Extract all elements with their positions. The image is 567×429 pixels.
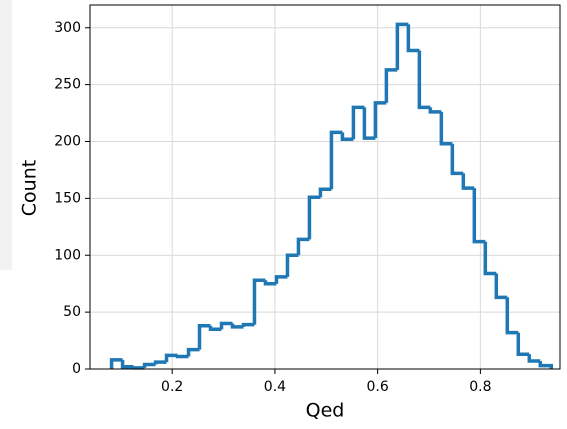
histogram-step — [472, 188, 486, 244]
y-tick-label: 50 — [63, 304, 81, 320]
x-tick-label: 0.4 — [264, 379, 286, 395]
histogram-step — [329, 130, 343, 190]
histogram-step — [483, 241, 497, 276]
y-tick-label: 0 — [72, 361, 81, 377]
histogram-step — [428, 107, 442, 114]
x-tick-label: 0.8 — [469, 379, 491, 395]
histogram-step — [461, 173, 475, 190]
y-tick-label: 250 — [54, 77, 81, 93]
histogram-step — [142, 362, 156, 368]
histogram-step — [505, 297, 519, 335]
histogram-step — [230, 323, 244, 329]
histogram-step — [494, 273, 508, 300]
histogram-step — [274, 275, 288, 284]
histogram-step — [296, 237, 310, 256]
x-tick-label: 0.2 — [161, 379, 183, 395]
histogram-step — [395, 22, 409, 70]
histogram-step — [219, 321, 233, 330]
y-tick-label: 150 — [54, 190, 81, 206]
y-tick-label: 200 — [54, 134, 81, 150]
histogram-step — [208, 325, 222, 331]
x-tick-label: 0.6 — [367, 379, 389, 395]
y-tick-label: 100 — [54, 247, 81, 263]
histogram-step — [131, 366, 145, 370]
histogram-step — [373, 101, 387, 139]
histogram-step — [406, 24, 420, 53]
histogram-step — [186, 347, 200, 357]
histogram-step — [252, 278, 266, 325]
histogram-step — [516, 332, 530, 356]
y-axis-label: Count — [19, 160, 41, 216]
histogram-step — [439, 111, 453, 146]
histogram-step — [241, 322, 255, 327]
side-strip — [0, 0, 12, 270]
histogram-step — [164, 353, 178, 363]
histogram-step — [263, 280, 277, 286]
histogram-step — [120, 359, 134, 369]
histogram-step — [175, 354, 189, 359]
plot-frame — [89, 4, 561, 370]
histogram-step — [362, 107, 376, 140]
histogram-step — [340, 132, 354, 141]
histogram-step — [527, 354, 541, 363]
histogram-step — [307, 195, 321, 240]
histogram-step — [318, 187, 332, 198]
y-tick-label: 300 — [54, 20, 81, 36]
histogram-step — [197, 324, 211, 350]
histogram-step — [417, 50, 431, 110]
histogram-step — [285, 253, 299, 277]
x-axis-label: Qed — [306, 400, 345, 422]
histogram-step — [153, 360, 167, 365]
histogram-step — [538, 361, 554, 369]
histogram-step — [384, 68, 398, 103]
histogram-step — [109, 358, 123, 369]
histogram-step — [450, 143, 464, 176]
histogram-step — [351, 105, 365, 140]
